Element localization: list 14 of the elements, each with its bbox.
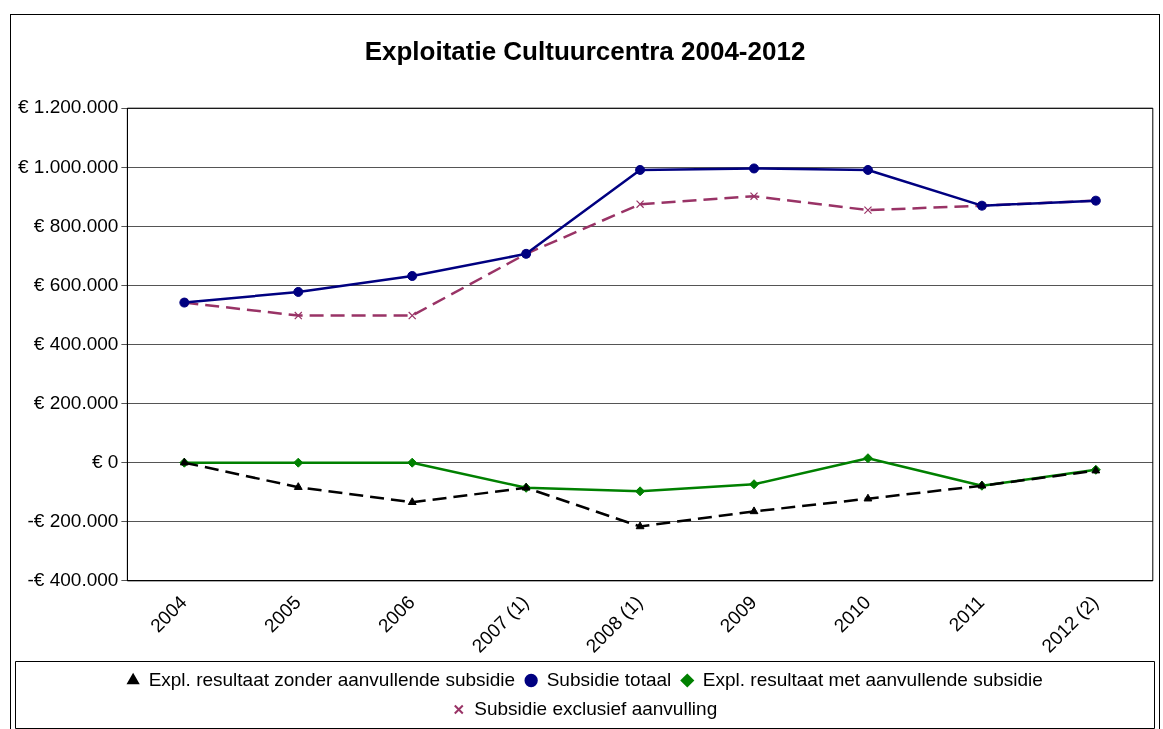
y-tick-label: € 800.000 (33, 214, 119, 236)
legend-label: Subsidie totaal (546, 668, 672, 690)
y-tick-label: € 0 (91, 450, 119, 472)
legend-label: Subsidie exclusief aanvulling (474, 697, 718, 719)
y-tick-label: -€ 400.000 (27, 569, 119, 591)
y-tick-label: € 200.000 (33, 391, 119, 413)
y-tick-label: € 1.200.000 (18, 96, 119, 118)
y-tick-label: -€ 200.000 (27, 509, 119, 531)
legend-label: Expl. resultaat zonder aanvullende subsidie (148, 668, 516, 690)
legend-label: Expl. resultaat met aanvullende subsidie (702, 668, 1043, 690)
chart-title: Exploitatie Cultuurcentra 2004-2012 (364, 35, 806, 66)
y-tick-label: € 1.000.000 (18, 155, 119, 177)
y-tick-label: € 600.000 (33, 273, 119, 295)
y-tick-label: € 400.000 (33, 332, 119, 354)
